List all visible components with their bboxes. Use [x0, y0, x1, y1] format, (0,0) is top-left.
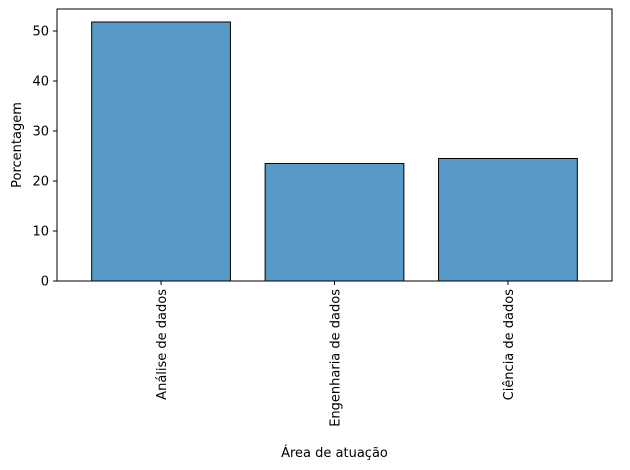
y-tick-label-1: 10	[32, 225, 49, 240]
y-axis-label: Porcentagem	[10, 102, 25, 188]
y-axis-ticks: 0 10 20 30 40 50	[32, 25, 57, 290]
y-tick-label-4: 40	[32, 75, 49, 90]
bars-group	[91, 21, 578, 282]
x-tick-label-2: Ciência de dados	[502, 289, 517, 401]
x-axis-ticks: Análise de dados Engenharia de dados Ciênc…	[155, 281, 517, 427]
bar-0	[91, 21, 231, 282]
bar-1	[264, 163, 405, 282]
bar-2	[438, 158, 578, 282]
y-tick-label-3: 30	[32, 125, 49, 140]
x-tick-label-1: Engenharia de dados	[329, 289, 344, 427]
y-tick-label-0: 0	[41, 275, 49, 290]
plot-frame	[56, 8, 613, 282]
x-tick-label-0: Análise de dados	[155, 289, 170, 400]
y-tick-label-2: 20	[32, 175, 49, 190]
y-tick-label-5: 50	[32, 25, 49, 40]
x-axis-label: Área de atuação	[281, 445, 388, 461]
